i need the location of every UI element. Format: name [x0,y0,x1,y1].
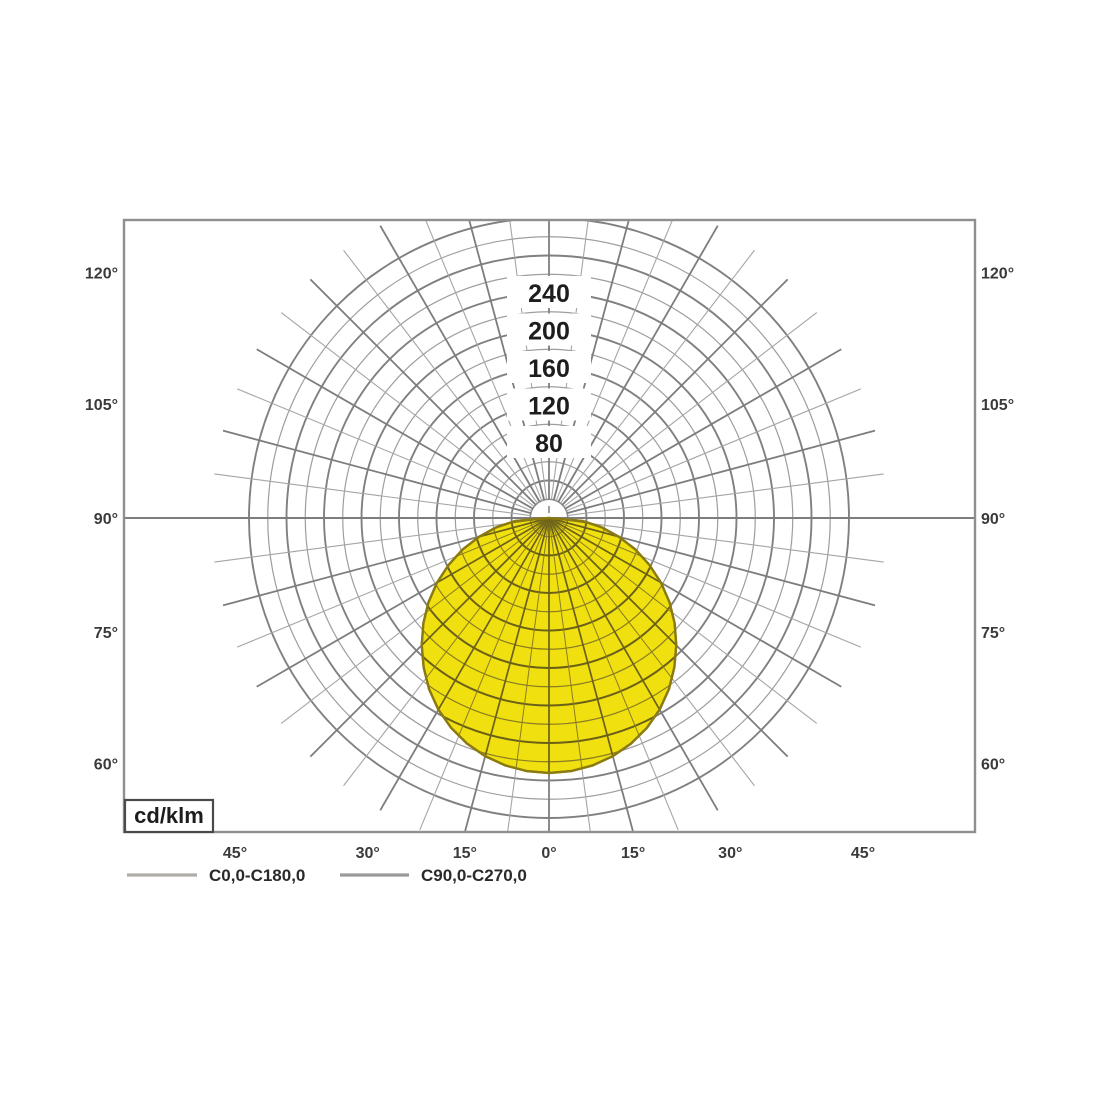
legend-label-c90-c270: C90,0-C270,0 [421,866,527,885]
left-angle-label-60: 60° [94,756,118,773]
bottom-angle-label-4: 15° [621,845,645,862]
bottom-angle-label-5: 30° [718,845,742,862]
grid-over-fill [421,518,677,773]
radial-label-bg-200 [507,313,591,346]
radial-label-bg-80 [507,426,591,458]
chart-frame-border [122,218,977,834]
bottom-angle-label-3: 0° [541,845,556,862]
right-angle-label-120: 120° [981,266,1014,283]
radial-label-80: 80 [535,430,563,458]
radial-label-200: 200 [528,318,570,346]
radial-scale-labels: 80 120 160 200 240 [507,276,591,458]
left-angle-label-75: 75° [94,625,118,642]
radial-label-bg-160 [507,351,591,383]
radial-label-120: 120 [528,393,570,421]
radial-label-160: 160 [528,355,570,383]
right-angle-label-60: 60° [981,756,1005,773]
right-angle-label-90: 90° [981,511,1005,528]
bottom-angle-label-6: 45° [851,845,875,862]
angle-axis-labels: 120° 120° 105° 105° 90° 90° 75° 75° 60° 60° [85,266,1014,774]
left-angle-label-120: 120° [85,266,118,283]
luminous-intensity-curve-group [420,516,678,775]
right-angle-label-105: 105° [981,397,1014,414]
legend-label-c0-c180: C0,0-C180,0 [209,866,305,885]
bottom-angle-label-1: 30° [356,845,380,862]
bottom-angle-axis-labels: 45° 30° 15° 0° 15° 30° 45° [223,845,875,862]
radial-label-bg-120 [507,388,591,421]
left-angle-label-90: 90° [94,511,118,528]
bottom-angle-label-0: 45° [223,845,247,862]
unit-box: cd/klm [123,798,215,834]
radial-label-bg-240 [507,276,591,308]
bottom-angle-label-2: 15° [453,845,477,862]
radial-label-240: 240 [528,280,570,308]
unit-box-label: cd/klm [134,803,204,828]
unit-box-rect [123,798,215,834]
left-angle-label-105: 105° [85,397,118,414]
right-angle-label-75: 75° [981,625,1005,642]
chart-legend: C0,0-C180,0 C90,0-C270,0 [127,866,527,885]
